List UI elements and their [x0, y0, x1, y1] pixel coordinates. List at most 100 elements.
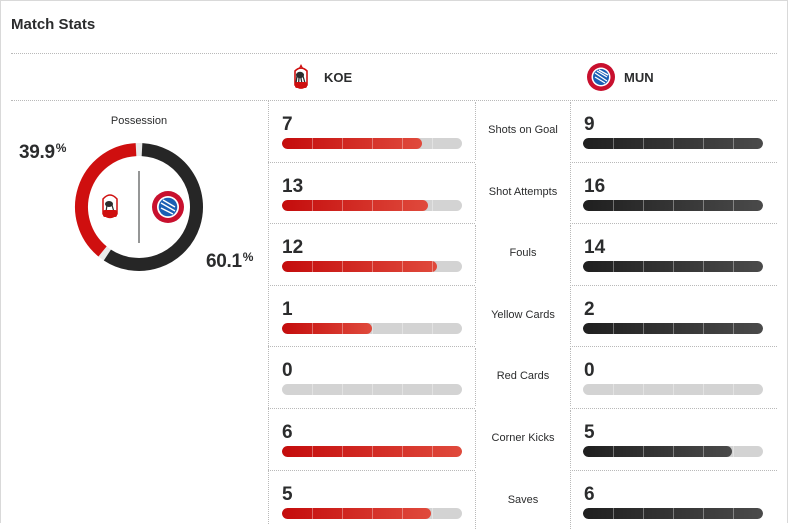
- bar-tick: [673, 384, 674, 396]
- bar-tick: [733, 261, 734, 273]
- away-team-header: MUN: [586, 60, 654, 94]
- home-stat-value: 7: [282, 114, 293, 135]
- column-divider-left: [268, 100, 269, 524]
- bar-tick: [372, 261, 373, 273]
- bar-tick: [673, 199, 674, 211]
- home-stat-bar: [282, 199, 462, 211]
- stat-label: Shots on Goal: [488, 124, 558, 136]
- row-divider-home: [268, 161, 475, 163]
- away-stat-bar-fill: [583, 261, 763, 273]
- bar-tick: [613, 322, 614, 334]
- away-possession-arc: [103, 143, 203, 271]
- away-stat-bar: [583, 199, 763, 211]
- bar-tick: [402, 322, 403, 334]
- bar-tick: [733, 507, 734, 519]
- fc-koeln-crest-icon: [286, 62, 316, 92]
- stat-label: Yellow Cards: [491, 308, 555, 321]
- home-stat-bar-ticks: [282, 384, 462, 396]
- bar-tick: [432, 138, 433, 149]
- bar-tick: [733, 138, 734, 149]
- panel-title: Match Stats: [11, 16, 96, 33]
- away-stat-bar-ticks: [583, 384, 763, 396]
- title-divider: [11, 53, 777, 54]
- bar-tick: [312, 507, 313, 519]
- row-divider-home: [268, 284, 475, 286]
- label-divider-right: [570, 163, 571, 222]
- bar-tick: [703, 446, 704, 457]
- bar-tick: [402, 138, 403, 149]
- row-divider-away: [570, 223, 777, 225]
- bar-tick: [643, 384, 644, 396]
- bayern-munich-crest-icon: [586, 62, 616, 92]
- home-stat-value: 5: [282, 483, 293, 505]
- home-stat-bar: [282, 507, 462, 519]
- row-divider-home: [268, 408, 475, 409]
- bar-tick: [613, 507, 614, 519]
- bar-tick: [703, 261, 704, 273]
- bar-tick: [613, 384, 614, 396]
- stat-label: Shot Attempts: [488, 185, 558, 198]
- label-divider-right: [570, 410, 571, 468]
- bar-tick: [703, 199, 704, 211]
- home-stat-bar-ticks: [282, 322, 462, 334]
- away-stat-bar: [583, 507, 763, 519]
- bar-tick: [312, 261, 313, 273]
- bar-tick: [643, 261, 644, 273]
- bar-tick: [372, 138, 373, 149]
- row-divider-away: [570, 346, 777, 348]
- bar-tick: [703, 384, 704, 396]
- bar-tick: [342, 384, 343, 396]
- away-possession-value: 60.1%: [206, 250, 254, 272]
- away-stat-bar-ticks: [583, 138, 763, 149]
- stat-label: Corner Kicks: [491, 432, 555, 444]
- away-stat-bar-fill: [583, 199, 763, 211]
- bar-tick: [673, 138, 674, 149]
- bar-tick: [402, 507, 403, 519]
- bar-tick: [372, 446, 373, 457]
- home-stat-bar-ticks: [282, 138, 462, 149]
- away-stat-bar: [583, 261, 763, 273]
- home-stat-bar-ticks: [282, 446, 462, 457]
- bar-tick: [432, 261, 433, 273]
- bar-tick: [432, 446, 433, 457]
- away-stat-bar: [583, 322, 763, 334]
- label-divider-left: [475, 163, 476, 222]
- bar-tick: [643, 199, 644, 211]
- label-divider-right: [570, 471, 571, 529]
- bar-tick: [733, 384, 734, 396]
- away-stat-bar-fill: [583, 446, 733, 457]
- label-divider-right: [570, 102, 571, 160]
- bar-tick: [432, 199, 433, 211]
- row-divider-home: [268, 469, 475, 471]
- label-divider-left: [475, 225, 476, 283]
- home-possession-value: 39.9%: [19, 141, 67, 163]
- label-divider-right: [570, 225, 571, 283]
- bar-tick: [312, 138, 313, 149]
- home-stat-bar: [282, 322, 462, 334]
- away-stat-value: 5: [584, 422, 595, 443]
- bar-tick: [643, 446, 644, 457]
- bar-tick: [613, 199, 614, 211]
- bar-tick: [402, 261, 403, 273]
- label-divider-left: [475, 410, 476, 468]
- bar-tick: [342, 507, 343, 519]
- home-team-abbr: KOE: [324, 69, 353, 85]
- home-stat-value: 13: [282, 175, 304, 197]
- label-divider-right: [570, 286, 571, 345]
- bar-tick: [643, 507, 644, 519]
- bar-tick: [372, 507, 373, 519]
- home-stat-value: 1: [282, 298, 293, 320]
- row-divider-away: [570, 408, 777, 409]
- home-stat-bar: [282, 138, 462, 149]
- bar-tick: [372, 322, 373, 334]
- away-stat-bar-ticks: [583, 261, 763, 273]
- bar-tick: [342, 138, 343, 149]
- bar-tick: [703, 322, 704, 334]
- home-stat-bar-ticks: [282, 507, 462, 519]
- bar-tick: [613, 138, 614, 149]
- bar-tick: [613, 446, 614, 457]
- label-divider-left: [475, 286, 476, 345]
- bar-tick: [312, 446, 313, 457]
- away-stat-bar: [583, 446, 763, 457]
